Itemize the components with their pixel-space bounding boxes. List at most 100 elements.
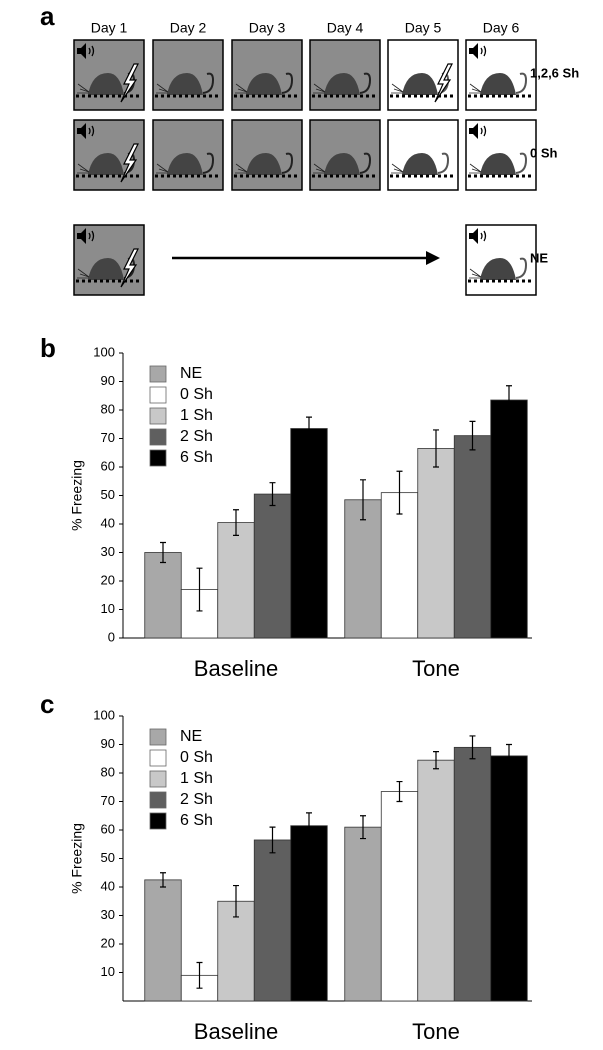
sound-waves [88,45,95,57]
whiskers [77,268,90,279]
y-tick-label: 20 [101,935,115,950]
tail [515,72,528,94]
y-tick-label: 70 [101,430,115,445]
error-bar [269,482,276,507]
tail [515,152,528,174]
y-axis-label: % Freezing [69,823,85,894]
legend-label: 2 Sh [180,428,213,445]
mouse [480,258,516,280]
row-label: 1,2,6 Sh [530,65,579,80]
row-label: 0 Sh [530,145,558,160]
error-bar [433,429,439,468]
y-tick-label: 40 [101,878,115,893]
tail [515,257,528,279]
y-tick-label: 50 [101,487,115,502]
speaker [77,43,86,59]
error-bar [396,470,403,515]
day-label: Day 4 [327,20,364,36]
bar [253,493,292,639]
bar [453,435,492,639]
day-label: Day 5 [405,20,442,36]
bar [417,448,455,639]
error-bar [160,872,166,888]
day-label: Day 6 [483,20,520,36]
y-tick-label: 80 [101,764,115,779]
y-tick-label: 30 [101,544,115,559]
error-bar [196,961,203,989]
y-tick-label: 60 [101,458,115,473]
error-bar [306,416,312,441]
x-tick-label: Baseline [194,1019,278,1044]
mouse [167,153,203,175]
mouse [402,73,438,95]
whiskers [77,163,90,174]
mouse [480,153,516,175]
bar [490,399,528,639]
legend-swatch [149,749,167,767]
bar [490,755,528,1002]
bar [144,879,182,1002]
whiskers [235,163,248,174]
mouse [88,73,124,95]
tail [202,152,215,174]
bar [417,759,455,1002]
day-label: Day 2 [170,20,207,36]
mouse [88,153,124,175]
bar [253,839,292,1002]
y-tick-label: 10 [101,964,115,979]
speaker [77,228,86,244]
bar [290,825,328,1002]
error-bar [469,735,476,760]
sound-waves [480,125,487,137]
speaker [77,123,86,139]
y-tick-label: 40 [101,515,115,530]
sound-waves [480,230,487,242]
bar [144,552,182,639]
legend-label: 2 Sh [180,791,213,808]
sound-waves [88,230,95,242]
tail [359,72,372,94]
bar [453,746,492,1002]
y-tick-label: 70 [101,793,115,808]
whiskers [235,83,248,94]
whiskers [469,83,482,94]
legend-label: NE [180,728,202,745]
day-label: Day 3 [249,20,286,36]
y-tick-label: 90 [101,373,115,388]
whiskers [391,163,404,174]
panel-label: b [40,333,56,363]
sound-waves [480,45,487,57]
legend-label: 1 Sh [180,770,213,787]
error-bar [469,420,476,451]
error-bar [506,385,512,415]
whiskers [156,163,169,174]
tail [202,72,215,94]
whiskers [313,163,326,174]
x-tick-label: Tone [412,1019,460,1044]
y-tick-label: 30 [101,907,115,922]
error-bar [433,751,439,770]
legend-label: 1 Sh [180,407,213,424]
y-tick-label: 100 [93,344,115,359]
tail [359,152,372,174]
panel-label: c [40,689,54,719]
speaker [469,123,478,139]
y-tick-label: 60 [101,821,115,836]
legend-swatch [149,791,167,809]
whiskers [391,83,404,94]
mouse [324,73,360,95]
mouse [88,258,124,280]
legend-swatch [149,728,167,746]
error-bar [360,479,366,521]
bar [344,826,382,1002]
y-tick-label: 90 [101,736,115,751]
y-tick-label: 50 [101,850,115,865]
mouse [324,153,360,175]
shock [120,248,139,288]
mouse [246,153,282,175]
error-bar [160,541,166,564]
legend-label: 6 Sh [180,449,213,466]
shock [120,63,139,103]
tail [437,152,450,174]
x-tick-label: Tone [412,656,460,681]
